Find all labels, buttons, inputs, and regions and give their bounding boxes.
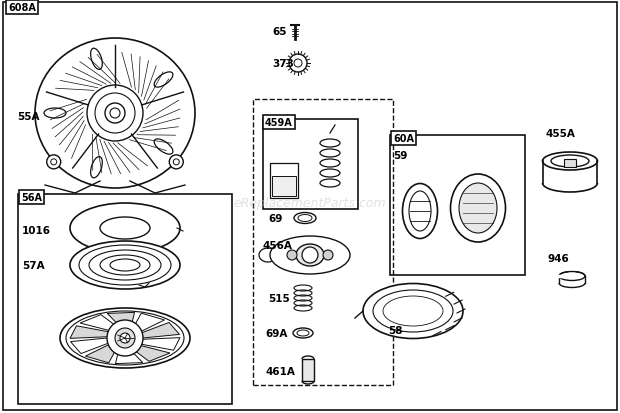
Text: 55A: 55A — [17, 112, 40, 122]
Ellipse shape — [298, 215, 312, 222]
Text: 69A: 69A — [265, 328, 288, 338]
Ellipse shape — [293, 328, 313, 338]
Polygon shape — [131, 345, 170, 361]
Polygon shape — [71, 338, 109, 354]
Ellipse shape — [70, 242, 180, 289]
Bar — [270, 164, 298, 199]
Ellipse shape — [70, 204, 180, 254]
Text: 946: 946 — [548, 254, 570, 263]
Ellipse shape — [551, 156, 589, 168]
Ellipse shape — [542, 153, 598, 171]
Circle shape — [115, 328, 135, 348]
Polygon shape — [70, 326, 110, 339]
Circle shape — [173, 159, 179, 166]
Circle shape — [107, 320, 143, 356]
Circle shape — [105, 104, 125, 124]
Ellipse shape — [459, 183, 497, 233]
Ellipse shape — [296, 244, 324, 266]
Text: 58: 58 — [388, 325, 402, 335]
Circle shape — [169, 155, 184, 169]
Bar — [263, 120, 358, 209]
Ellipse shape — [60, 308, 190, 368]
Text: 456A: 456A — [262, 240, 292, 250]
Text: 515: 515 — [268, 293, 290, 303]
Ellipse shape — [402, 184, 438, 239]
Polygon shape — [115, 348, 143, 364]
Ellipse shape — [373, 290, 453, 332]
Text: 608A: 608A — [8, 3, 36, 13]
Ellipse shape — [297, 330, 309, 336]
Polygon shape — [107, 313, 135, 329]
Text: 60A: 60A — [393, 134, 414, 144]
Ellipse shape — [559, 272, 585, 281]
Text: 65: 65 — [272, 27, 286, 37]
Text: 373: 373 — [272, 59, 294, 69]
Text: 59: 59 — [393, 151, 407, 161]
Text: 461A: 461A — [265, 366, 295, 376]
Text: 69: 69 — [268, 214, 282, 223]
Ellipse shape — [363, 284, 463, 339]
Ellipse shape — [100, 218, 150, 240]
Text: 455A: 455A — [545, 129, 575, 139]
Circle shape — [110, 109, 120, 119]
Polygon shape — [133, 313, 164, 332]
Polygon shape — [80, 315, 120, 331]
Ellipse shape — [154, 140, 173, 155]
Text: 1016: 1016 — [22, 225, 51, 235]
Ellipse shape — [294, 213, 316, 224]
Ellipse shape — [66, 311, 184, 365]
Polygon shape — [86, 344, 117, 363]
Polygon shape — [141, 323, 179, 338]
Ellipse shape — [409, 192, 431, 231]
Ellipse shape — [383, 296, 443, 326]
Bar — [302, 359, 314, 381]
Text: 57A: 57A — [22, 260, 45, 271]
Bar — [390, 136, 525, 275]
Ellipse shape — [451, 175, 505, 242]
Circle shape — [95, 94, 135, 134]
Ellipse shape — [91, 157, 102, 178]
Circle shape — [120, 333, 130, 343]
Circle shape — [294, 60, 302, 68]
Bar — [564, 159, 576, 168]
Bar — [18, 195, 232, 404]
Ellipse shape — [154, 73, 173, 88]
Bar — [272, 177, 296, 197]
Circle shape — [287, 250, 297, 260]
Circle shape — [323, 250, 333, 260]
Bar — [253, 100, 393, 385]
Ellipse shape — [91, 49, 102, 70]
Circle shape — [51, 159, 56, 166]
Text: eReplacementParts.com: eReplacementParts.com — [234, 197, 386, 210]
Ellipse shape — [35, 39, 195, 189]
Circle shape — [289, 55, 307, 73]
Circle shape — [87, 86, 143, 142]
Ellipse shape — [44, 109, 66, 119]
Circle shape — [46, 155, 61, 169]
Text: 56A: 56A — [21, 192, 42, 202]
Circle shape — [302, 247, 318, 263]
Text: 459A: 459A — [265, 118, 293, 128]
Ellipse shape — [270, 236, 350, 274]
Polygon shape — [140, 338, 180, 350]
